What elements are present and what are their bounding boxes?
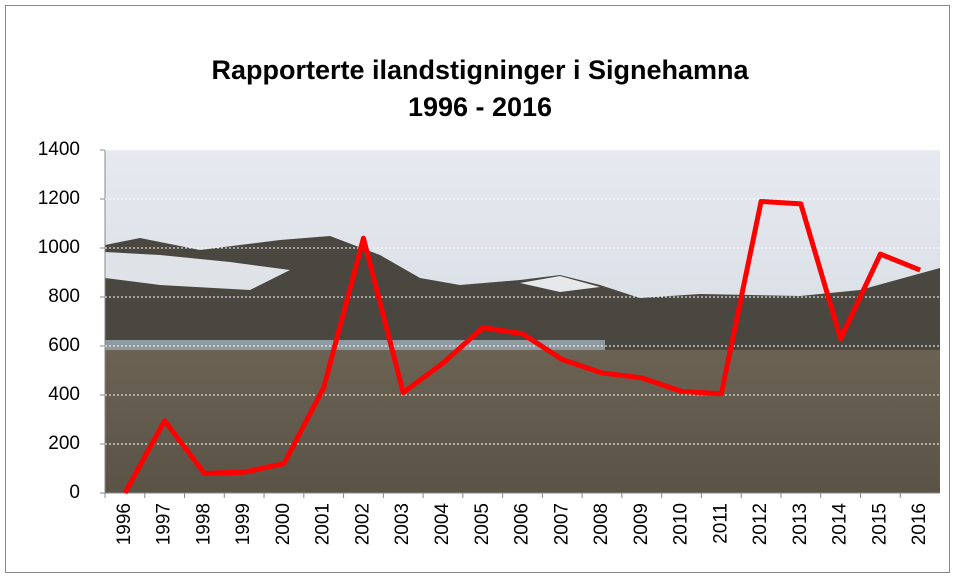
- x-tick-label: 2007: [551, 503, 572, 545]
- x-tick-label: 2005: [472, 503, 493, 545]
- x-tick-label: 2003: [392, 503, 413, 545]
- x-tick-label: 2008: [591, 503, 612, 545]
- y-tick-label: 400: [48, 384, 80, 405]
- x-tick-label: 2011: [710, 503, 731, 544]
- chart-title: Rapporterte ilandstigninger i Signehamna: [211, 55, 749, 85]
- x-tick-label: 2002: [352, 503, 373, 545]
- y-tick-label: 1400: [38, 139, 80, 160]
- x-tick-label: 2010: [671, 503, 692, 545]
- y-tick-label: 1200: [38, 188, 80, 209]
- x-tick-label: 2006: [512, 503, 533, 545]
- y-tick-label: 600: [48, 335, 80, 356]
- y-tick-label: 800: [48, 286, 80, 307]
- background-photo: [105, 150, 940, 493]
- x-tick-label: 2013: [790, 503, 811, 545]
- y-tick-label: 1000: [38, 237, 80, 258]
- y-tick-label: 0: [69, 482, 80, 503]
- x-tick-label: 2001: [313, 503, 334, 545]
- x-tick-label: 1997: [154, 503, 175, 545]
- x-tick-label: 2004: [432, 503, 453, 546]
- x-tick-label: 2012: [750, 503, 771, 545]
- x-tick-label: 1999: [233, 503, 254, 545]
- data-line: [122, 198, 922, 495]
- y-tick-label: 200: [48, 433, 80, 454]
- x-tick-label: 2015: [869, 503, 890, 545]
- x-tick-label: 2000: [273, 503, 294, 545]
- chart-title: 1996 - 2016: [408, 92, 552, 122]
- x-tick-label: 1996: [114, 503, 135, 545]
- x-tick-label: 2009: [631, 503, 652, 545]
- x-tick-label: 1998: [193, 503, 214, 545]
- x-tick-label: 2016: [909, 503, 930, 545]
- x-tick-label: 2014: [830, 503, 851, 546]
